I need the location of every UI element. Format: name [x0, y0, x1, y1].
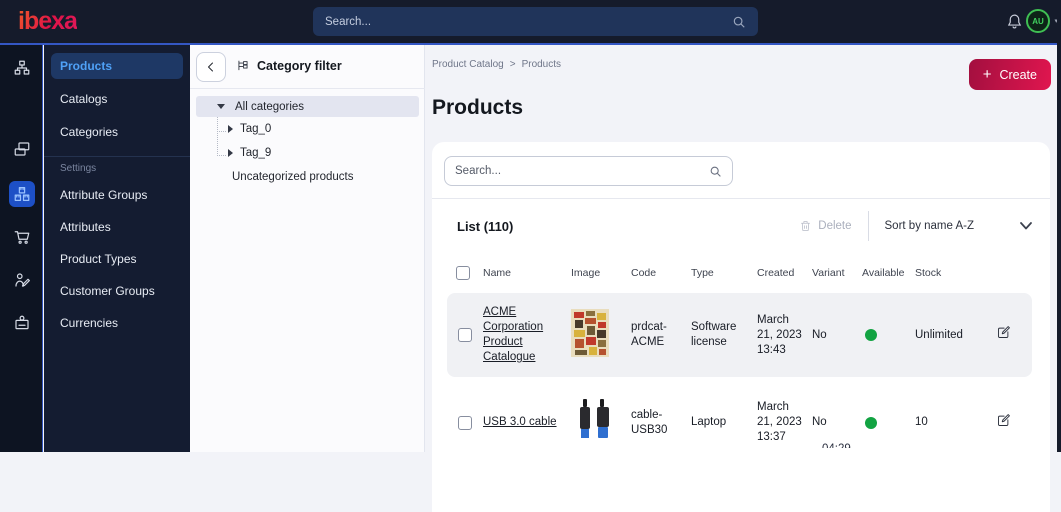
menu-item-product-types[interactable]: Product Types — [60, 252, 137, 266]
topbar-accent-line — [0, 43, 1061, 45]
product-created: March 21, 2023 13:37 — [757, 401, 802, 443]
edit-button[interactable] — [996, 325, 1032, 345]
available-status-dot — [865, 329, 877, 341]
menu-item-products[interactable]: Products — [51, 53, 183, 79]
catalog-menu: Products Catalogs Categories Settings At… — [44, 45, 190, 452]
product-name-link[interactable]: USB 3.0 cable — [483, 416, 557, 428]
collapse-panel-button[interactable] — [196, 52, 226, 82]
settings-section-label: Settings — [60, 163, 97, 174]
global-search[interactable] — [313, 7, 758, 36]
tree-connector — [217, 117, 218, 156]
create-button[interactable]: + Create — [968, 59, 1051, 90]
pages-icon[interactable] — [9, 136, 35, 162]
menu-item-attributes[interactable]: Attributes — [60, 220, 111, 234]
product-stock: Unlimited — [915, 328, 963, 341]
user-avatar[interactable]: AU — [1026, 9, 1050, 33]
product-thumbnail — [571, 397, 617, 443]
delete-button[interactable]: Delete — [799, 219, 852, 233]
product-stock: 10 — [915, 416, 928, 428]
table-header: Name Image Code Type Created Variant Ava… — [432, 253, 1050, 293]
product-thumbnail — [571, 308, 609, 357]
search-icon — [733, 16, 745, 28]
list-search-field[interactable] — [444, 156, 733, 186]
menu-item-catalogs[interactable]: Catalogs — [60, 92, 108, 106]
menu-item-currencies[interactable]: Currencies — [60, 316, 119, 330]
breadcrumb-current: Products — [521, 59, 562, 70]
global-search-input[interactable] — [325, 15, 732, 28]
chevron-down-icon — [1020, 222, 1032, 230]
product-created: March 21, 2023 13:43 — [757, 313, 802, 356]
tree-item-tag0[interactable]: Tag_0 — [228, 123, 271, 135]
tree-connector — [217, 155, 226, 156]
cart-icon[interactable] — [9, 224, 35, 250]
card-divider — [432, 198, 1050, 199]
commerce-icon[interactable] — [9, 181, 35, 207]
edit-button[interactable] — [996, 413, 1032, 433]
trash-icon — [801, 221, 811, 231]
col-name: Name — [483, 267, 512, 279]
divider — [867, 211, 869, 241]
row-checkbox[interactable] — [458, 328, 472, 342]
edit-pencil-icon — [998, 326, 1010, 338]
list-count-title: List (110) — [457, 218, 514, 234]
user-menu-caret-icon[interactable]: ▾ — [1054, 17, 1058, 25]
select-all-checkbox[interactable] — [456, 266, 470, 280]
ibexa-logo[interactable]: ibexa — [18, 7, 78, 35]
customer-badge-icon[interactable] — [9, 310, 35, 336]
tree-connector — [217, 131, 226, 132]
tree-item-tag9[interactable]: Tag_9 — [228, 147, 271, 159]
caret-down-icon[interactable] — [217, 104, 225, 109]
col-stock: Stock — [915, 267, 942, 279]
col-created: Created — [757, 267, 795, 279]
filter-panel-title: Category filter — [236, 59, 342, 73]
chevron-left-icon — [208, 62, 213, 72]
personalization-icon[interactable] — [9, 267, 35, 293]
topbar: ibexa AU ▾ — [0, 0, 1061, 43]
search-icon — [710, 166, 721, 177]
tree-item-uncategorized[interactable]: Uncategorized products — [232, 171, 354, 183]
col-image: Image — [571, 267, 601, 279]
col-variant: Variant — [812, 267, 845, 279]
product-variant: No — [812, 416, 827, 428]
menu-divider — [44, 156, 190, 157]
menu-item-categories[interactable]: Categories — [60, 125, 119, 139]
table-row[interactable]: USB 3.0 cable cable-USB30 Laptop March 2… — [447, 385, 1032, 460]
row-checkbox[interactable] — [458, 415, 472, 430]
partial-next-row-text: 04:29 — [822, 439, 862, 448]
breadcrumb-separator: > — [509, 59, 516, 70]
menu-item-attribute-groups[interactable]: Attribute Groups — [60, 188, 148, 202]
page-title: Products — [432, 96, 524, 119]
sort-dropdown[interactable]: Sort by name A-Z — [885, 220, 1032, 232]
breadcrumb-parent[interactable]: Product Catalog — [432, 59, 504, 70]
menu-item-customer-groups[interactable]: Customer Groups — [60, 284, 155, 298]
category-tree-icon — [238, 60, 248, 71]
app-icon-rail — [0, 45, 43, 452]
list-search-input[interactable] — [455, 165, 709, 177]
notifications-bell-icon[interactable] — [1006, 12, 1023, 31]
col-available: Available — [862, 267, 905, 279]
product-code: cable-USB30 — [631, 408, 668, 436]
product-type: Software license — [691, 321, 737, 348]
category-filter-panel: Category filter All categories Tag_0 Tag… — [190, 45, 425, 452]
caret-right-icon[interactable] — [228, 149, 233, 157]
caret-right-icon[interactable] — [228, 125, 233, 133]
content-tree-icon[interactable] — [9, 55, 35, 81]
col-code: Code — [631, 267, 657, 279]
products-card: List (110) Delete Sort by name A-Z — [432, 142, 1050, 512]
edit-pencil-icon — [998, 413, 1010, 426]
tree-item-all-categories[interactable]: All categories — [196, 96, 419, 117]
product-name-link[interactable]: ACME Corporation Product Catalogue — [483, 306, 544, 363]
product-type: Laptop — [691, 416, 727, 428]
plus-icon: + — [982, 66, 992, 83]
available-status-dot — [865, 416, 877, 429]
col-type: Type — [691, 267, 714, 279]
product-variant: No — [812, 328, 827, 341]
panel-divider — [190, 88, 425, 89]
product-code: prdcat-ACME — [631, 321, 667, 348]
breadcrumb: Product Catalog > Products — [432, 59, 561, 70]
table-row[interactable]: ACME Corporation Product Catalogue prdca… — [447, 293, 1032, 377]
right-edge-strip — [1057, 0, 1061, 452]
main-content: Product Catalog > Products + Create Prod… — [425, 45, 1057, 512]
